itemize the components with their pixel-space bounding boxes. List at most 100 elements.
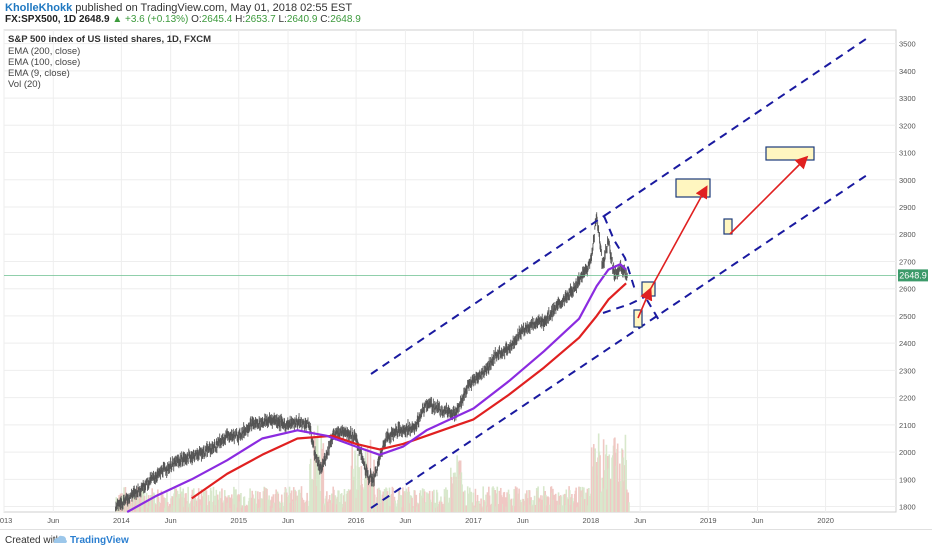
- volume-bar: [402, 491, 405, 512]
- y-tick-label: 1900: [899, 475, 916, 484]
- ema-lines: [4, 263, 896, 513]
- volume-bar: [586, 488, 589, 512]
- tradingview-logo-icon: [53, 535, 67, 543]
- volume-bar: [433, 489, 435, 512]
- channel-upper-line[interactable]: [603, 38, 867, 217]
- volume-bar: [506, 492, 508, 512]
- time-axis[interactable]: 2013 Jun 2014 Jun 2015 Jun 2016 Jun 2017 Jun 2018 J…: [0, 516, 834, 525]
- volume-bar: [482, 486, 484, 512]
- volume-bar: [492, 487, 495, 512]
- volume-bar: [627, 492, 630, 512]
- channel-upper-left-line[interactable]: [370, 215, 605, 375]
- volume-bar: [285, 492, 288, 512]
- volume-bar: [151, 488, 154, 512]
- target-box-4[interactable]: [723, 218, 733, 235]
- volume-bar: [205, 490, 208, 512]
- price-candles: [115, 212, 628, 512]
- volume-bar: [171, 496, 174, 512]
- wedge-upper-line[interactable]: [603, 215, 636, 291]
- x-tick-label: Jun: [634, 516, 646, 525]
- arrow-2[interactable]: [649, 185, 708, 291]
- volume-bar: [257, 499, 260, 512]
- volume-bar: [235, 495, 238, 512]
- target-box-1[interactable]: [633, 309, 643, 328]
- volume-bar: [599, 455, 601, 512]
- volume-bar: [628, 502, 630, 512]
- y-tick-label: 2400: [899, 339, 916, 348]
- volume-bar: [163, 497, 165, 512]
- volume-bar: [472, 492, 475, 512]
- volume-bar: [427, 493, 430, 512]
- volume-bar: [513, 489, 515, 512]
- volume-bar: [134, 498, 137, 512]
- volume-bar: [230, 494, 233, 512]
- tradingview-brand[interactable]: TradingView: [70, 535, 129, 546]
- volume-bar: [464, 490, 466, 512]
- volume-bar: [228, 497, 231, 512]
- volume-bar: [456, 455, 458, 512]
- volume-bar: [321, 448, 323, 512]
- volume-bar: [330, 493, 333, 512]
- volume-bars: [115, 425, 630, 512]
- volume-bar: [187, 486, 189, 512]
- volume-bar: [240, 493, 242, 512]
- volume-bar: [299, 492, 301, 512]
- volume-bar: [486, 492, 489, 512]
- y-tick-label: 2700: [899, 257, 916, 266]
- volume-bar: [474, 488, 477, 512]
- volume-bar: [315, 437, 318, 512]
- open-label: O:: [191, 14, 202, 25]
- price-axis[interactable]: 1800 1900 2000 2100 2200 2300 2400 2500 2600 2700…: [899, 40, 916, 512]
- volume-bar: [504, 497, 507, 512]
- legend-ema100[interactable]: EMA (100, close): [8, 57, 81, 68]
- volume-bar: [358, 467, 361, 512]
- wedge-tip-line[interactable]: [646, 299, 661, 323]
- y-tick-label: 2600: [899, 285, 916, 294]
- volume-bar: [264, 487, 266, 512]
- price-change: +3.6 (+0.13%): [125, 14, 189, 25]
- y-tick-label: 3100: [899, 149, 916, 158]
- volume-bar: [278, 501, 281, 512]
- volume-bar: [494, 490, 496, 512]
- legend-volume[interactable]: Vol (20): [8, 79, 41, 90]
- y-tick-label: 2200: [899, 394, 916, 403]
- volume-bar: [182, 488, 184, 512]
- volume-bar: [616, 443, 619, 512]
- drawings[interactable]: [370, 38, 871, 509]
- arrow-3[interactable]: [729, 155, 809, 235]
- y-tick-label: 1800: [899, 503, 916, 512]
- volume-bar: [426, 492, 428, 512]
- volume-bar: [140, 491, 142, 512]
- ema200-line: [191, 282, 627, 500]
- volume-bar: [558, 496, 561, 512]
- price-chart[interactable]: 1800 1900 2000 2100 2200 2300 2400 2500 2600 2700…: [0, 28, 932, 529]
- target-box-5[interactable]: [765, 146, 815, 161]
- legend-ema200[interactable]: EMA (200, close): [8, 46, 81, 57]
- y-tick-label: 2900: [899, 203, 916, 212]
- x-tick-label: 2016: [348, 516, 365, 525]
- volume-bar: [530, 500, 533, 512]
- y-tick-label: 3400: [899, 67, 916, 76]
- volume-bar: [510, 498, 513, 512]
- x-tick-label: Jun: [399, 516, 411, 525]
- volume-bar: [498, 490, 501, 512]
- volume-bar: [528, 490, 531, 512]
- volume-bar: [202, 491, 205, 512]
- volume-bar: [562, 494, 565, 512]
- author-name[interactable]: KholleKhokk: [5, 2, 73, 14]
- volume-bar: [578, 486, 580, 512]
- volume-bar: [160, 490, 163, 512]
- volume-bar: [392, 488, 394, 512]
- x-tick-label: 2019: [700, 516, 717, 525]
- target-box-3[interactable]: [675, 178, 711, 198]
- arrow-1[interactable]: [637, 287, 653, 319]
- volume-bar: [533, 495, 536, 512]
- legend-ema9[interactable]: EMA (9, close): [8, 68, 70, 79]
- x-tick-label: Jun: [282, 516, 294, 525]
- y-tick-label: 3300: [899, 94, 916, 103]
- volume-bar: [195, 500, 198, 512]
- volume-bar: [216, 494, 219, 512]
- channel-lower-line[interactable]: [370, 172, 871, 509]
- volume-bar: [153, 493, 156, 512]
- volume-bar: [608, 454, 611, 512]
